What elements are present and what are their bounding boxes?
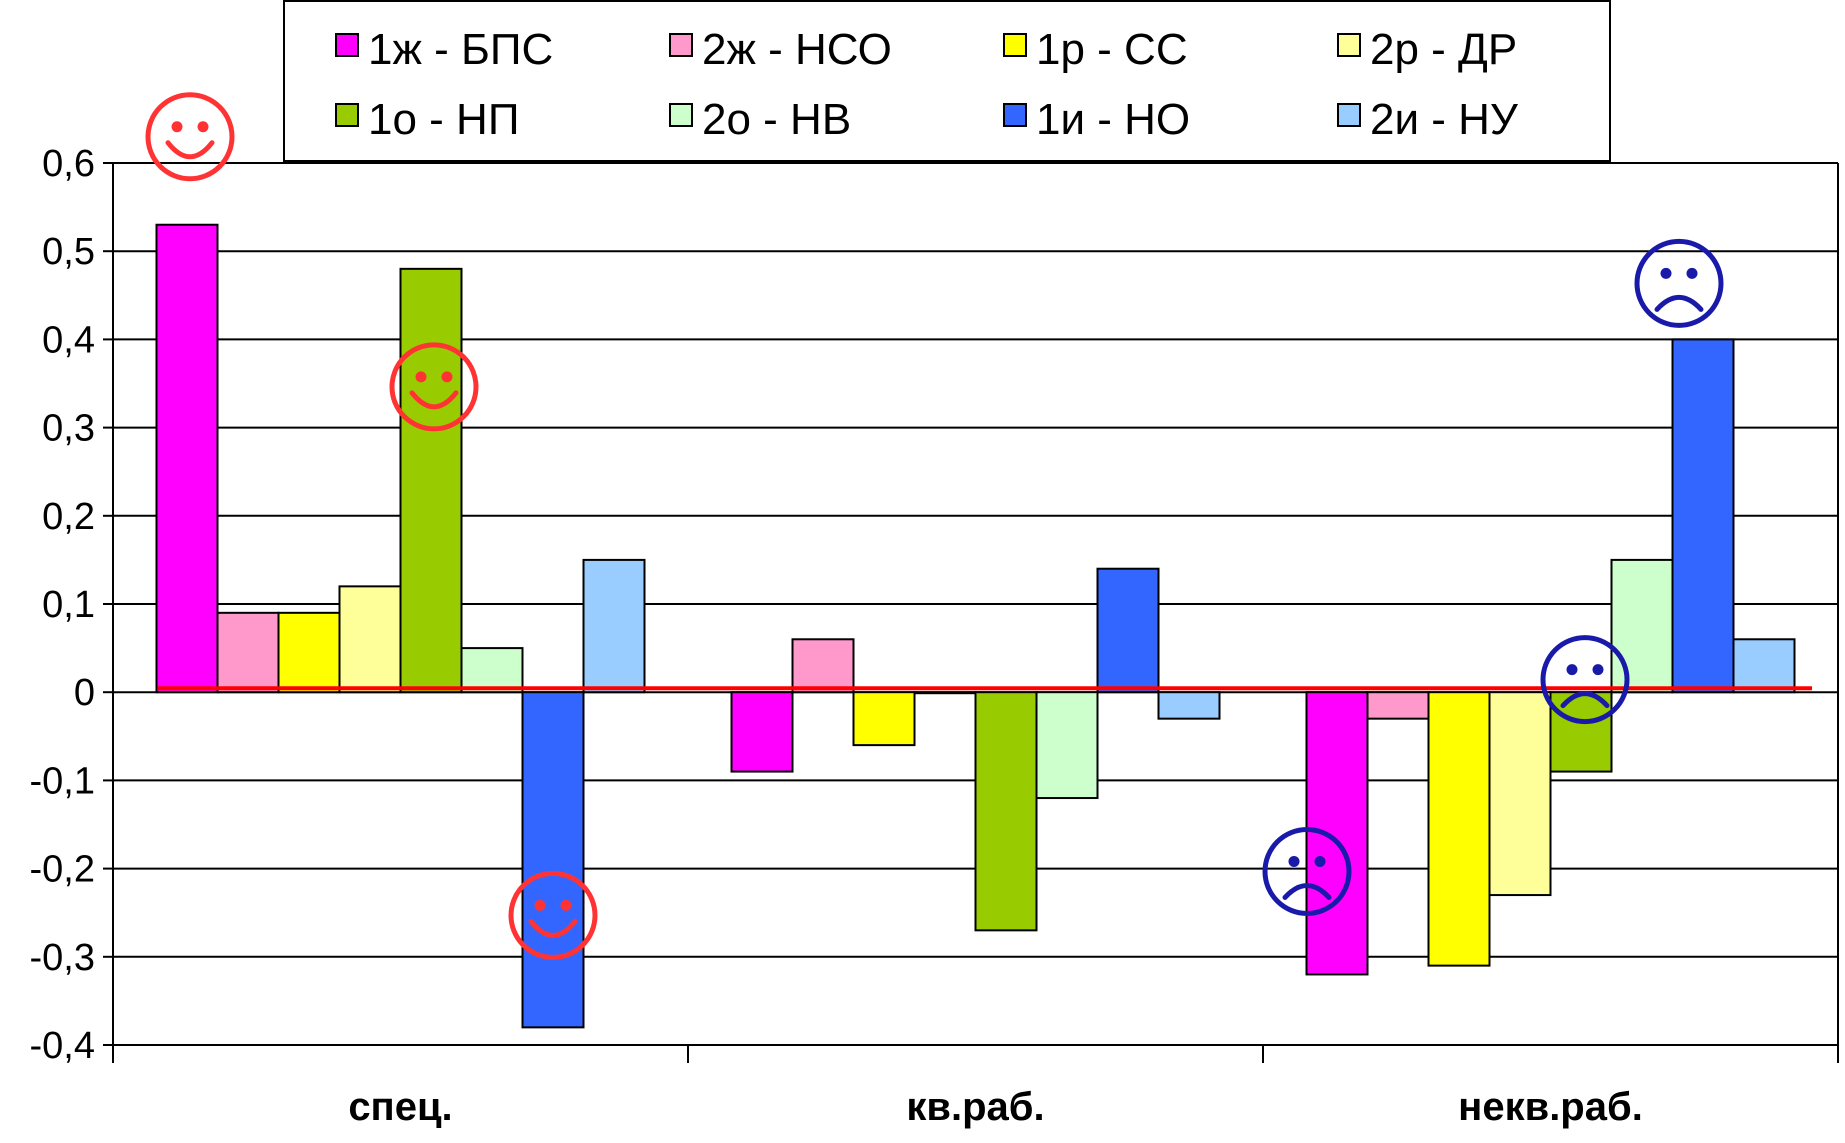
legend-label: 2ж - НСО — [702, 25, 892, 74]
bar — [1427, 691, 1491, 967]
smiley-happy-icon — [508, 870, 598, 960]
legend-item: 2р - ДР — [1337, 25, 1517, 74]
bar — [1305, 691, 1369, 976]
bar — [460, 647, 524, 694]
legend-swatch — [669, 103, 693, 127]
smiley-happy-icon — [389, 342, 479, 432]
x-category-label: спец. — [348, 1085, 452, 1129]
legend-item: 2и - НУ — [1337, 95, 1519, 144]
bar — [1488, 691, 1552, 897]
y-tick-label: 0 — [74, 672, 95, 714]
y-tick-label: 0,1 — [42, 584, 95, 626]
legend-item: 1и - НО — [1003, 95, 1190, 144]
legend-swatch — [1003, 33, 1027, 57]
annotations — [145, 92, 1724, 960]
legend-item: 2о - НВ — [669, 95, 851, 144]
bar — [338, 585, 402, 694]
y-tick-label: 0,2 — [42, 496, 95, 538]
bar — [974, 691, 1038, 932]
legend-label: 1р - СС — [1036, 25, 1188, 74]
bar — [1157, 691, 1221, 720]
bar — [1732, 638, 1796, 694]
legend-swatch — [335, 103, 359, 127]
legend-item: 1ж - БПС — [335, 25, 553, 74]
x-category-labels: спец. кв.раб. некв.раб. — [348, 1085, 1643, 1129]
y-tick-label: -0,2 — [30, 849, 95, 891]
legend-swatch — [335, 33, 359, 57]
bar — [1671, 338, 1735, 694]
bar — [399, 267, 463, 694]
smiley-happy-icon — [145, 92, 235, 182]
legend-label: 1о - НП — [368, 95, 519, 144]
legend-item: 1р - СС — [1003, 25, 1188, 74]
smiley-sad-icon — [1262, 826, 1352, 916]
legend-swatch — [1003, 103, 1027, 127]
bar — [521, 691, 585, 1029]
legend-label: 2и - НУ — [1370, 95, 1519, 144]
y-tick-label: -0,3 — [30, 937, 95, 979]
smiley-sad-icon — [1634, 238, 1724, 328]
bar — [913, 691, 977, 695]
bar — [791, 638, 855, 694]
legend: 1ж - БПС 2ж - НСО 1р - СС 2р - ДР 1о - НП 2о … — [283, 0, 1611, 162]
bar — [1096, 567, 1160, 694]
bar — [216, 611, 280, 694]
legend-label: 1ж - БПС — [368, 25, 553, 74]
legend-label: 2р - ДР — [1370, 25, 1517, 74]
legend-label: 1и - НО — [1036, 95, 1190, 144]
y-tick-label: 0,5 — [42, 231, 95, 273]
bar — [1366, 691, 1430, 720]
axes — [103, 162, 1839, 1063]
y-tick-label: -0,1 — [30, 760, 95, 802]
bar — [582, 558, 646, 694]
bar — [852, 691, 916, 747]
legend-swatch — [1337, 103, 1361, 127]
bars — [155, 223, 1796, 1029]
x-category-label: некв.раб. — [1458, 1085, 1643, 1129]
legend-box — [283, 0, 1611, 162]
bar — [1610, 558, 1674, 694]
bar — [1035, 691, 1099, 800]
bar — [155, 223, 219, 694]
y-tick-labels: 0,6 0,5 0,4 0,3 0,2 0,1 0 -0,1 -0,2 -0,3 -0,4 — [30, 143, 95, 1067]
bar — [277, 611, 341, 694]
smiley-sad-icon — [1540, 635, 1630, 725]
legend-label: 2о - НВ — [702, 95, 851, 144]
legend-item: 2ж - НСО — [669, 25, 892, 74]
y-tick-label: 0,4 — [42, 319, 95, 361]
legend-swatch — [1337, 33, 1361, 57]
bar — [730, 691, 794, 773]
y-tick-label: 0,6 — [42, 143, 95, 185]
y-tick-label: -0,4 — [30, 1025, 95, 1067]
y-tick-label: 0,3 — [42, 408, 95, 450]
legend-swatch — [669, 33, 693, 57]
x-category-label: кв.раб. — [906, 1085, 1044, 1129]
legend-item: 1о - НП — [335, 95, 519, 144]
